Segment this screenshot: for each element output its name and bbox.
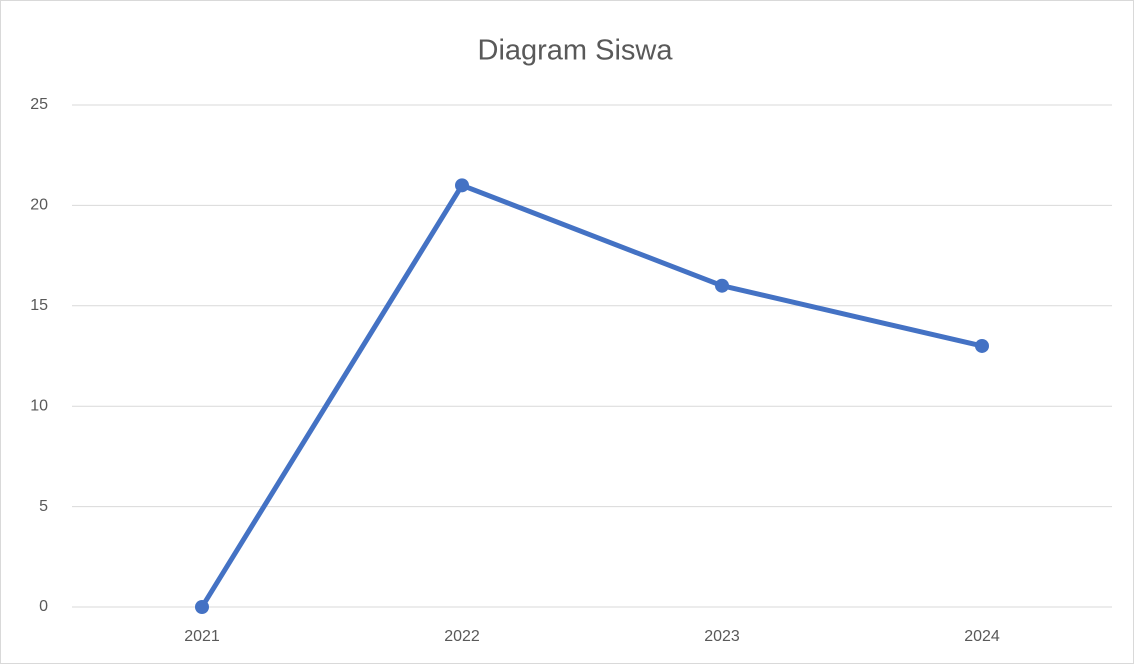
y-tick-label: 25	[30, 96, 48, 113]
data-point	[975, 338, 989, 353]
x-tick-label: 2021	[184, 628, 220, 645]
y-tick-label: 0	[39, 598, 48, 615]
data-point	[715, 278, 729, 293]
x-tick-label: 2022	[444, 628, 480, 645]
y-tick-label: 5	[39, 498, 48, 515]
y-tick-label: 20	[30, 197, 48, 214]
x-tick-label: 2024	[964, 628, 1000, 645]
data-point	[195, 600, 209, 614]
data-line	[199, 182, 985, 610]
y-tick-label: 15	[30, 297, 48, 314]
y-tick-label: 10	[30, 397, 48, 414]
x-tick-label: 2023	[704, 628, 740, 645]
chart-title: Diagram Siswa	[478, 35, 674, 67]
data-point	[455, 178, 469, 193]
